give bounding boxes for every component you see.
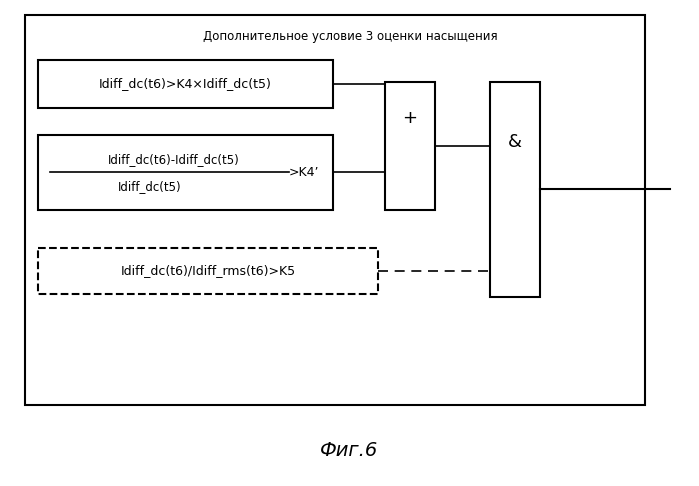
Text: Фиг.6: Фиг.6 — [320, 440, 378, 459]
Bar — [490, 82, 540, 297]
Bar — [38, 60, 333, 108]
Text: Idiff_dc(t6)/Idiff_rms(t6)>K5: Idiff_dc(t6)/Idiff_rms(t6)>K5 — [120, 264, 296, 278]
Text: Дополнительное условие 3 оценки насыщения: Дополнительное условие 3 оценки насыщени… — [203, 30, 497, 43]
Text: >K4’: >K4’ — [288, 166, 319, 179]
Text: +: + — [403, 109, 417, 127]
Bar — [38, 248, 378, 294]
Bar — [38, 135, 333, 210]
Text: Idiff_dc(t5): Idiff_dc(t5) — [118, 180, 182, 193]
Bar — [385, 82, 435, 210]
Bar — [25, 15, 645, 405]
Text: Idiff_dc(t6)>K4×Idiff_dc(t5): Idiff_dc(t6)>K4×Idiff_dc(t5) — [99, 77, 272, 90]
Text: &: & — [508, 133, 522, 151]
Text: Idiff_dc(t6)-Idiff_dc(t5): Idiff_dc(t6)-Idiff_dc(t5) — [108, 153, 240, 166]
